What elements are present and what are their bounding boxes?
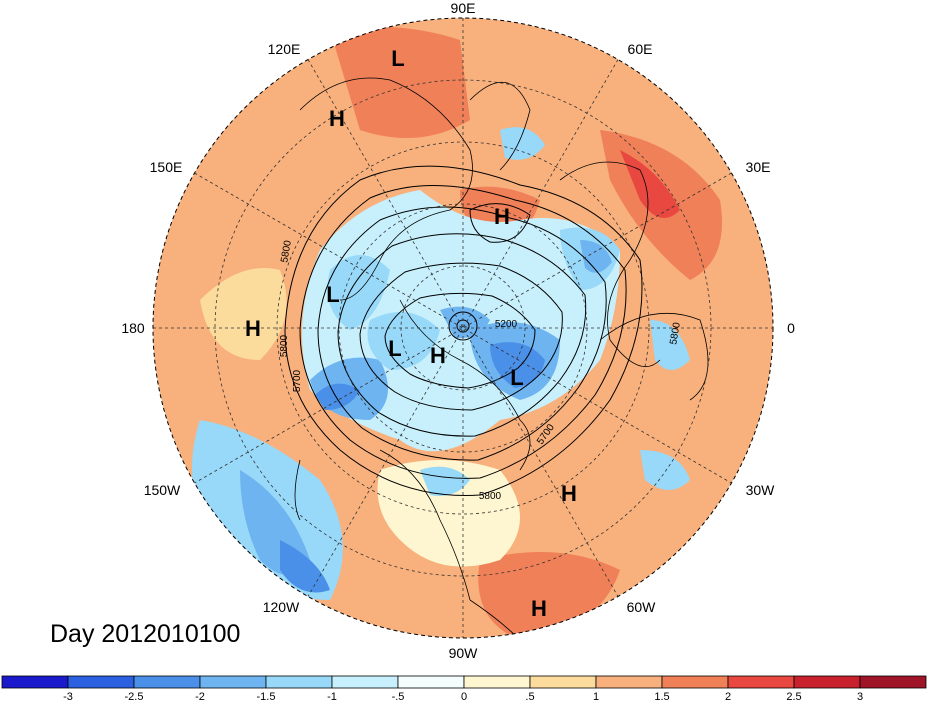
height-contours [284, 165, 643, 496]
lon-label-120e: 120E [268, 41, 301, 57]
colorbar-swatch [265, 675, 333, 689]
colorbar-tick-label: -2.5 [125, 691, 144, 702]
pressure-center-high: H [561, 481, 577, 506]
pressure-center-high: H [531, 596, 547, 621]
colorbar-tick-label: 2 [725, 691, 731, 702]
pressure-center-high: H [245, 316, 261, 341]
pressure-center-low: L [388, 336, 401, 361]
colorbar-swatch [661, 675, 729, 689]
pressure-center-low: L [510, 365, 523, 390]
map-boundary [152, 17, 774, 639]
contour-label: 5800 [279, 239, 294, 263]
colorbar-tick-label: -3 [63, 691, 73, 702]
colorbar-tick-label: 1.5 [654, 691, 669, 702]
colorbar-tick-label: -2 [195, 691, 205, 702]
lon-label-150e: 150E [150, 159, 183, 175]
contour-label: 5800 [479, 491, 502, 502]
contour-label: 5700 [292, 369, 303, 392]
lon-label-90e: 90E [451, 0, 476, 16]
pressure-center-high: H [329, 106, 345, 131]
colorbar-tick-label: 1 [593, 691, 599, 702]
pressure-center-high: H [430, 343, 446, 368]
contour-label: 5800 [279, 334, 290, 357]
plot-title: Day 2012010100 [50, 620, 241, 648]
colorbar: -3 -2.5 -2 -1.5 -1 -.5 0 .5 1 1.5 2 2.5 3 [1, 675, 927, 702]
lon-label-0: 0 [787, 320, 795, 336]
colorbar-swatch [331, 675, 399, 689]
colorbar-tick-label: -1 [327, 691, 337, 702]
colorbar-swatch [397, 675, 465, 689]
lon-label-30w: 30W [746, 482, 776, 498]
colorbar-swatch [1, 675, 69, 689]
contour-label: 5800 [668, 321, 683, 345]
lon-label-60e: 60E [628, 41, 653, 57]
contour-label: 5200 [495, 319, 518, 330]
colorbar-swatch [793, 675, 861, 689]
colorbar-swatch [199, 675, 267, 689]
colorbar-tick-label: -.5 [392, 691, 405, 702]
colorbar-swatch [859, 675, 927, 689]
lon-label-30e: 30E [746, 159, 771, 175]
colorbar-swatch [463, 675, 531, 689]
colorbar-swatch [727, 675, 795, 689]
lon-label-90w: 90W [449, 645, 479, 661]
lon-label-120w: 120W [263, 599, 300, 615]
lon-label-60w: 60W [627, 599, 657, 615]
colorbar-tick-label: 0 [461, 691, 467, 702]
colorbar-swatch [67, 675, 135, 689]
pressure-center-high: H [494, 204, 510, 229]
colorbar-tick-label: 3 [857, 691, 863, 702]
lon-label-150w: 150W [144, 482, 181, 498]
pressure-center-low: L [326, 282, 339, 307]
colorbar-swatch [133, 675, 201, 689]
pressure-center-low: L [391, 46, 404, 71]
colorbar-swatch [595, 675, 663, 689]
graticule [153, 18, 773, 638]
colorbar-tick-label: -1.5 [257, 691, 276, 702]
colorbar-swatch [529, 675, 597, 689]
lon-label-180: 180 [121, 320, 145, 336]
colorbar-tick-label: .5 [525, 691, 534, 702]
colorbar-tick-label: 2.5 [786, 691, 801, 702]
